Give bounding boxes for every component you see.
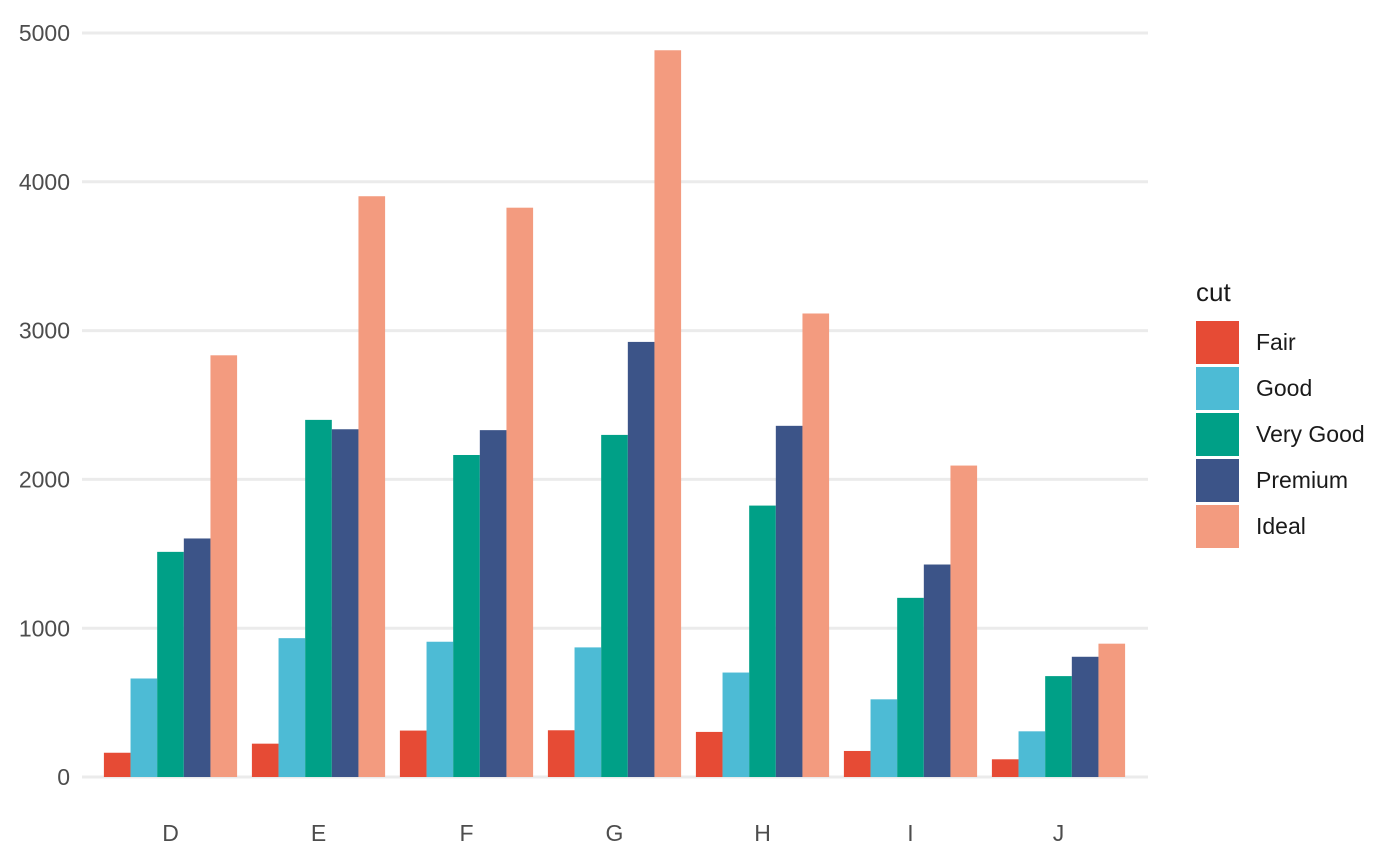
bar [601, 434, 628, 777]
bar [749, 505, 776, 777]
legend-item-label: Premium [1256, 467, 1349, 493]
x-tick-label: D [162, 820, 179, 846]
legend-swatch [1196, 321, 1239, 364]
x-tick-label: I [907, 820, 913, 846]
legend-swatch [1196, 459, 1239, 502]
x-tick-label: F [459, 820, 473, 846]
legend-item: Very Good [1196, 413, 1365, 456]
bar [278, 638, 306, 777]
legend-title: cut [1196, 277, 1231, 307]
legend-item-label: Good [1256, 375, 1313, 401]
bar [506, 207, 534, 778]
legend-item: Ideal [1196, 505, 1365, 548]
y-tick-label: 3000 [19, 318, 70, 344]
bar [1045, 676, 1072, 777]
x-tick-label: E [311, 820, 326, 846]
x-tick-label: G [606, 820, 624, 846]
y-tick-label: 5000 [19, 20, 70, 46]
bar [130, 678, 158, 777]
bar [1018, 731, 1046, 777]
x-tick-label: J [1053, 820, 1065, 846]
legend-item: Fair [1196, 321, 1365, 364]
bar [843, 750, 871, 777]
legend-swatch [1196, 505, 1239, 548]
bar [358, 196, 386, 778]
legend-item-label: Very Good [1256, 421, 1365, 447]
bar [251, 743, 279, 777]
bar [1071, 656, 1099, 777]
bar [210, 355, 238, 777]
legend-item-label: Ideal [1256, 513, 1306, 539]
bar [923, 564, 951, 777]
y-tick-label: 1000 [19, 615, 70, 641]
bar [991, 759, 1019, 777]
bar [1098, 643, 1126, 777]
bar [870, 699, 898, 777]
legend: cut Fair Good Very Good Premium Ideal [1196, 277, 1365, 551]
legend-swatch [1196, 413, 1239, 456]
y-tick-label: 0 [57, 764, 70, 790]
bar [547, 730, 575, 777]
bar [950, 465, 978, 777]
bar [103, 752, 131, 777]
bar [453, 454, 480, 777]
x-tick-label: H [754, 820, 771, 846]
legend-item-label: Fair [1256, 329, 1296, 355]
bar [305, 419, 332, 777]
legend-item: Good [1196, 367, 1365, 410]
bar [331, 429, 359, 777]
bar [627, 341, 655, 777]
legend-items: Fair Good Very Good Premium Ideal [1196, 321, 1365, 548]
legend-item: Premium [1196, 459, 1365, 502]
bar [399, 730, 427, 777]
y-tick-label: 2000 [19, 466, 70, 492]
y-tick-label: 4000 [19, 169, 70, 195]
bar [574, 647, 602, 777]
bar [897, 597, 924, 777]
legend-swatch [1196, 367, 1239, 410]
bar [695, 731, 723, 777]
bar [426, 641, 454, 777]
bar [775, 425, 803, 777]
bar [157, 551, 184, 777]
bar [183, 538, 211, 777]
bar [654, 50, 682, 777]
bar [802, 313, 830, 777]
bar [479, 430, 507, 777]
bar [722, 672, 750, 777]
